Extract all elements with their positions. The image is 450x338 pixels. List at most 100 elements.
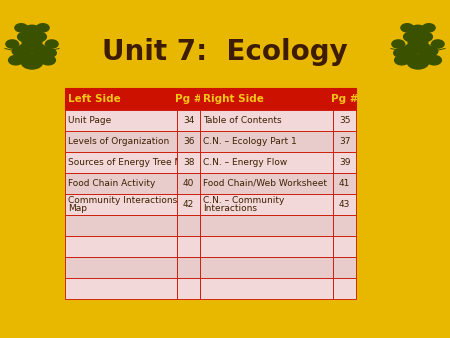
Ellipse shape [44, 49, 56, 57]
Ellipse shape [400, 52, 418, 63]
Ellipse shape [14, 52, 32, 63]
Bar [177, 173, 200, 194]
Bar [65, 236, 177, 257]
Text: Left Side: Left Side [68, 94, 121, 104]
Bar [200, 110, 333, 131]
Bar [333, 173, 356, 194]
Bar [200, 278, 333, 299]
Bar [65, 152, 177, 173]
Text: 38: 38 [183, 158, 194, 167]
Bar [65, 110, 177, 131]
Ellipse shape [45, 40, 58, 48]
Bar [200, 88, 333, 110]
Ellipse shape [418, 32, 432, 42]
Ellipse shape [15, 24, 27, 32]
Bar [177, 257, 200, 278]
Ellipse shape [19, 43, 36, 54]
Ellipse shape [405, 43, 422, 54]
Ellipse shape [6, 40, 18, 48]
Ellipse shape [12, 47, 27, 56]
Ellipse shape [395, 55, 409, 65]
Ellipse shape [398, 47, 413, 56]
Text: Sources of Energy Tree Map: Sources of Energy Tree Map [68, 158, 194, 167]
Text: 41: 41 [339, 179, 350, 188]
Bar [177, 278, 200, 299]
Ellipse shape [41, 55, 55, 65]
Ellipse shape [407, 55, 429, 69]
Text: C.N. – Ecology Part 1: C.N. – Ecology Part 1 [203, 137, 297, 146]
Bar [333, 194, 356, 215]
Text: 34: 34 [183, 116, 194, 125]
Ellipse shape [401, 24, 414, 32]
Ellipse shape [24, 25, 40, 36]
Bar [200, 131, 333, 152]
Ellipse shape [392, 40, 405, 48]
Text: 39: 39 [339, 158, 350, 167]
Bar [200, 194, 333, 215]
Bar [333, 278, 356, 299]
Text: 43: 43 [339, 200, 350, 209]
Text: Unit 7:  Ecology: Unit 7: Ecology [102, 38, 348, 66]
Bar [65, 173, 177, 194]
Text: 42: 42 [183, 200, 194, 209]
Bar [333, 88, 356, 110]
Bar [333, 257, 356, 278]
Bar [65, 215, 177, 236]
Polygon shape [416, 55, 419, 62]
Text: C.N. – Energy Flow: C.N. – Energy Flow [203, 158, 288, 167]
Bar [177, 131, 200, 152]
Text: Levels of Organization: Levels of Organization [68, 137, 169, 146]
Ellipse shape [418, 52, 436, 63]
Text: Pg #: Pg # [175, 94, 202, 104]
Ellipse shape [28, 43, 45, 54]
Bar [65, 88, 177, 110]
Text: Unit Page: Unit Page [68, 116, 111, 125]
Bar [177, 194, 200, 215]
Ellipse shape [36, 24, 49, 32]
Ellipse shape [394, 49, 406, 57]
Text: 35: 35 [339, 116, 350, 125]
Bar [333, 110, 356, 131]
Text: C.N. – Community: C.N. – Community [203, 196, 285, 205]
Ellipse shape [410, 25, 426, 36]
Bar [177, 215, 200, 236]
Ellipse shape [408, 36, 428, 49]
Text: Food Chain Activity: Food Chain Activity [68, 179, 155, 188]
Bar [177, 236, 200, 257]
Ellipse shape [32, 52, 50, 63]
Text: Food Chain/Web Worksheet: Food Chain/Web Worksheet [203, 179, 328, 188]
Bar [200, 215, 333, 236]
Bar [65, 131, 177, 152]
Text: Table of Contents: Table of Contents [203, 116, 282, 125]
Bar [333, 236, 356, 257]
Bar [65, 278, 177, 299]
Bar [200, 173, 333, 194]
Ellipse shape [32, 32, 46, 42]
Bar [177, 152, 200, 173]
Text: Community Interactions Tree: Community Interactions Tree [68, 196, 199, 205]
Text: Interactions: Interactions [203, 204, 257, 213]
Ellipse shape [432, 40, 444, 48]
Bar [200, 257, 333, 278]
Bar [333, 152, 356, 173]
Bar [200, 152, 333, 173]
Polygon shape [31, 55, 34, 62]
Bar [333, 131, 356, 152]
Ellipse shape [414, 43, 431, 54]
Bar [65, 194, 177, 215]
Text: Pg #: Pg # [331, 94, 358, 104]
Ellipse shape [423, 24, 435, 32]
Ellipse shape [22, 36, 42, 49]
Text: 36: 36 [183, 137, 194, 146]
Ellipse shape [18, 32, 32, 42]
Bar [333, 215, 356, 236]
Bar [65, 257, 177, 278]
Ellipse shape [9, 55, 23, 65]
Text: Map: Map [68, 204, 87, 213]
Bar [177, 110, 200, 131]
Ellipse shape [37, 47, 52, 56]
Ellipse shape [423, 47, 438, 56]
Text: Right Side: Right Side [203, 94, 264, 104]
Text: 37: 37 [339, 137, 350, 146]
Ellipse shape [404, 32, 418, 42]
